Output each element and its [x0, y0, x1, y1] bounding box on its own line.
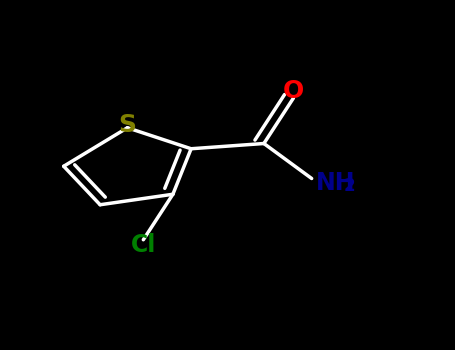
Text: Cl: Cl: [131, 233, 156, 257]
Text: NH: NH: [316, 171, 356, 195]
Text: S: S: [118, 113, 136, 137]
Text: 2: 2: [344, 177, 355, 195]
Text: O: O: [283, 79, 304, 103]
